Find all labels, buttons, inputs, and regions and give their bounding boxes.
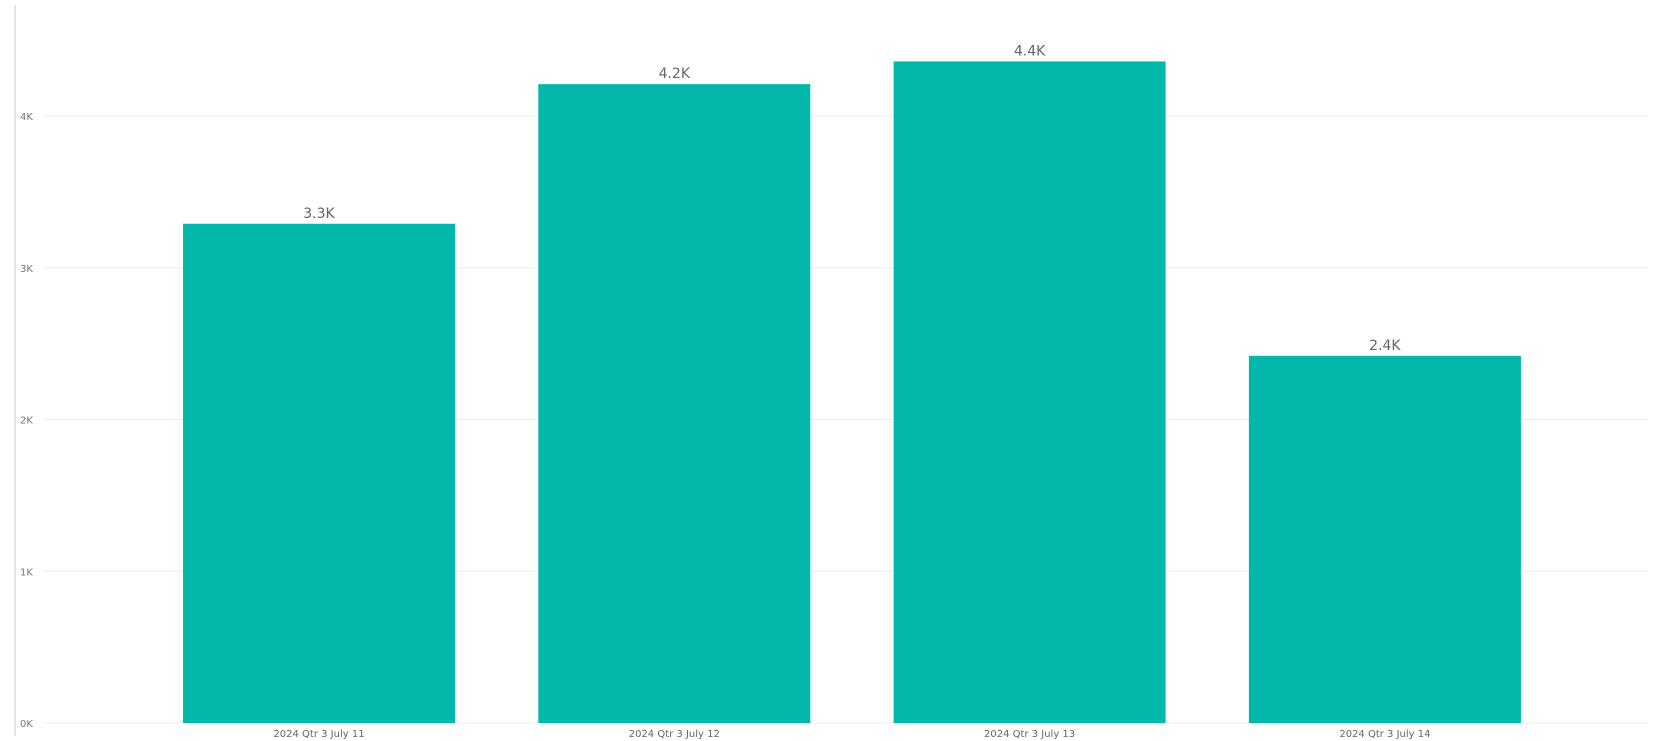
bar[interactable]: [1248, 355, 1521, 723]
y-tick-label: 4K: [20, 112, 33, 123]
bar-data-label: 4.2K: [659, 66, 691, 82]
y-tick-label: 3K: [20, 264, 33, 275]
bar-data-label: 2.4K: [1369, 338, 1401, 354]
bar[interactable]: [893, 61, 1166, 723]
bar-data-label: 3.3K: [303, 206, 335, 222]
bar[interactable]: [183, 223, 455, 723]
x-category-label: 2024 Qtr 3 July 11: [273, 729, 364, 740]
x-axis-labels: 2024 Qtr 3 July 11 2024 Qtr 3 July 12 2024…: [273, 729, 1430, 740]
y-tick-label: 1K: [20, 567, 33, 578]
y-axis-ticks: 0K 1K 2K 3K 4K: [20, 112, 33, 730]
bar[interactable]: [538, 84, 811, 723]
x-category-label: 2024 Qtr 3 July 14: [1339, 729, 1430, 740]
bar-data-label: 4.4K: [1014, 43, 1046, 59]
y-tick-label: 2K: [20, 416, 33, 427]
data-labels: 3.3K 4.2K 4.4K 2.4K: [303, 43, 1401, 353]
bars: [183, 61, 1521, 723]
x-category-label: 2024 Qtr 3 July 12: [629, 729, 720, 740]
y-tick-label: 0K: [20, 719, 33, 730]
x-category-label: 2024 Qtr 3 July 13: [984, 729, 1075, 740]
